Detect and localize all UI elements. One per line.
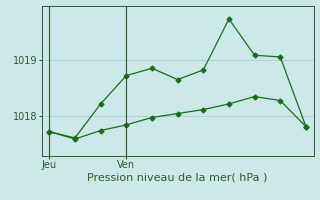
X-axis label: Pression niveau de la mer( hPa ): Pression niveau de la mer( hPa ) xyxy=(87,173,268,183)
